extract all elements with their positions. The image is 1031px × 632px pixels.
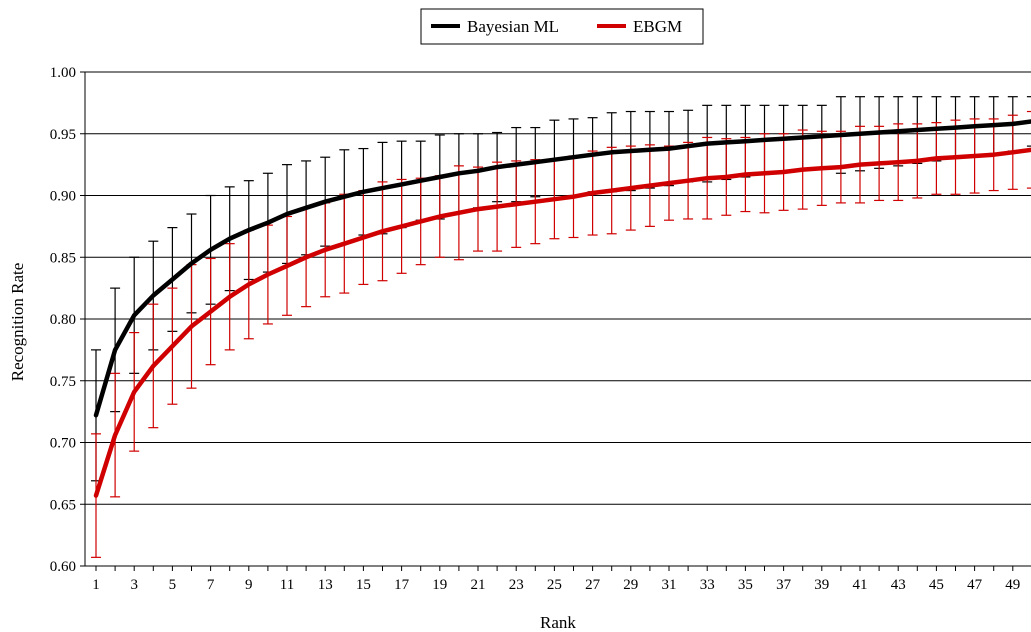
x-tick-label: 43 — [891, 577, 906, 593]
y-tick-label: 0.90 — [50, 189, 76, 205]
x-tick-label: 15 — [356, 577, 371, 593]
y-axis-title: Recognition Rate — [8, 263, 27, 382]
legend-label-bayesian-ml: Bayesian ML — [467, 17, 559, 36]
x-tick-label: 41 — [853, 577, 868, 593]
x-tick-label: 3 — [130, 577, 138, 593]
x-tick-label: 13 — [318, 577, 333, 593]
x-tick-label: 35 — [738, 577, 753, 593]
x-tick-label: 39 — [814, 577, 829, 593]
series-line-bayesian-ml — [93, 119, 1031, 418]
x-tick-label: 29 — [623, 577, 638, 593]
y-tick-label: 0.80 — [50, 312, 76, 328]
legend: Bayesian ML EBGM — [420, 8, 704, 45]
x-tick-label: 47 — [967, 577, 983, 593]
legend-label-ebgm: EBGM — [633, 17, 682, 36]
axes — [80, 71, 1031, 571]
x-tick-label: 37 — [776, 577, 792, 593]
x-tick-label: 45 — [929, 577, 944, 593]
y-tick-label: 0.65 — [50, 497, 76, 513]
legend-box — [420, 8, 704, 45]
series-line-ebgm — [93, 147, 1031, 498]
y-tick-label: 0.95 — [50, 127, 76, 143]
x-tick-label: 7 — [207, 577, 215, 593]
y-tick-label: 0.75 — [50, 374, 76, 390]
x-tick-label: 17 — [394, 577, 410, 593]
y-tick-label: 0.70 — [50, 436, 76, 452]
x-tick-label: 19 — [432, 577, 447, 593]
x-tick-label: 1 — [92, 577, 100, 593]
x-tick-label: 11 — [280, 577, 294, 593]
error-bars — [91, 96, 1031, 558]
x-tick-label: 23 — [509, 577, 524, 593]
grid-lines — [85, 71, 1031, 567]
x-tick-label: 25 — [547, 577, 562, 593]
x-tick-label: 27 — [585, 577, 601, 593]
tick-labels: 0.600.650.700.750.800.850.900.951.001 3 5 7… — [50, 65, 1021, 593]
x-tick-label: 49 — [1005, 577, 1020, 593]
x-tick-label: 9 — [245, 577, 253, 593]
x-axis-title: Rank — [540, 613, 576, 632]
x-tick-label: 5 — [169, 577, 177, 593]
y-tick-label: 0.85 — [50, 250, 76, 266]
x-tick-label: 33 — [700, 577, 715, 593]
series-lines — [93, 119, 1031, 498]
y-tick-label: 0.60 — [50, 559, 76, 575]
y-tick-label: 1.00 — [50, 65, 76, 81]
x-tick-label: 31 — [662, 577, 677, 593]
x-tick-label: 21 — [471, 577, 486, 593]
